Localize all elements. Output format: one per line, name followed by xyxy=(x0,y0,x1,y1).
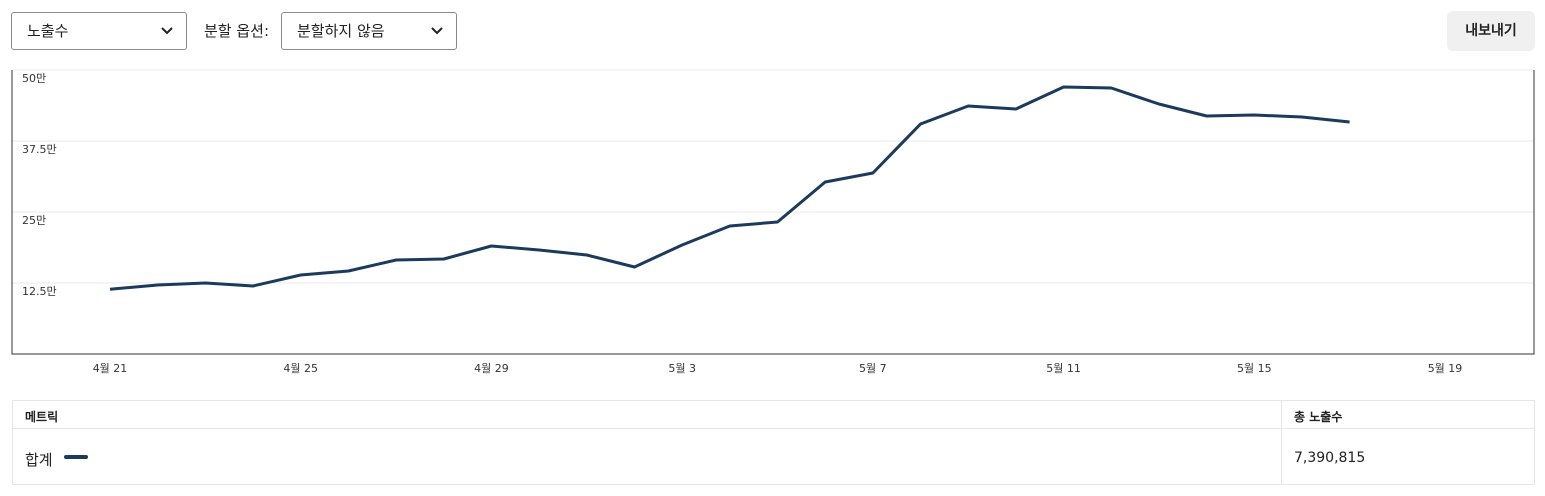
x-tick-label: 4월 29 xyxy=(474,362,509,375)
x-tick-label: 5월 11 xyxy=(1046,362,1081,375)
split-select[interactable]: 분할하지 않음 xyxy=(281,12,457,50)
y-tick-label: 12.5만 xyxy=(22,285,57,298)
plot-frame xyxy=(11,70,1535,355)
total-value: 7,390,815 xyxy=(1294,450,1366,466)
split-label: 분할 옵션: xyxy=(204,22,270,40)
x-tick-label: 4월 21 xyxy=(93,362,128,375)
header: 메트릭 xyxy=(25,410,59,424)
metric-select[interactable]: 노출수 xyxy=(11,12,187,50)
legend-swatch xyxy=(64,455,88,459)
y-tick-label: 50만 xyxy=(22,72,46,85)
split-select-text: 분할하지 않음 xyxy=(297,22,385,40)
y-tick-label: 25만 xyxy=(22,214,46,227)
export-button[interactable]: 내보내기 xyxy=(1447,11,1535,51)
metric-select-text: 노출수 xyxy=(27,22,69,40)
y-tick-label: 37.5만 xyxy=(22,143,57,156)
chevron xyxy=(161,27,173,35)
header: 총 노출수 xyxy=(1294,410,1343,424)
row-divider xyxy=(13,428,1534,429)
x-tick-label: 4월 25 xyxy=(283,362,318,375)
col-divider xyxy=(1281,401,1282,484)
x-tick-label: 5월 19 xyxy=(1428,362,1463,375)
x-tick-label: 5월 3 xyxy=(668,362,696,375)
metrics-table: 메트릭 총 노출수 합계 7,390,815 xyxy=(12,400,1535,485)
row-label: 합계 xyxy=(25,451,53,469)
chevron xyxy=(431,27,443,35)
data-line xyxy=(109,85,1350,291)
x-tick-label: 5월 15 xyxy=(1237,362,1272,375)
x-tick-label: 5월 7 xyxy=(859,362,887,375)
